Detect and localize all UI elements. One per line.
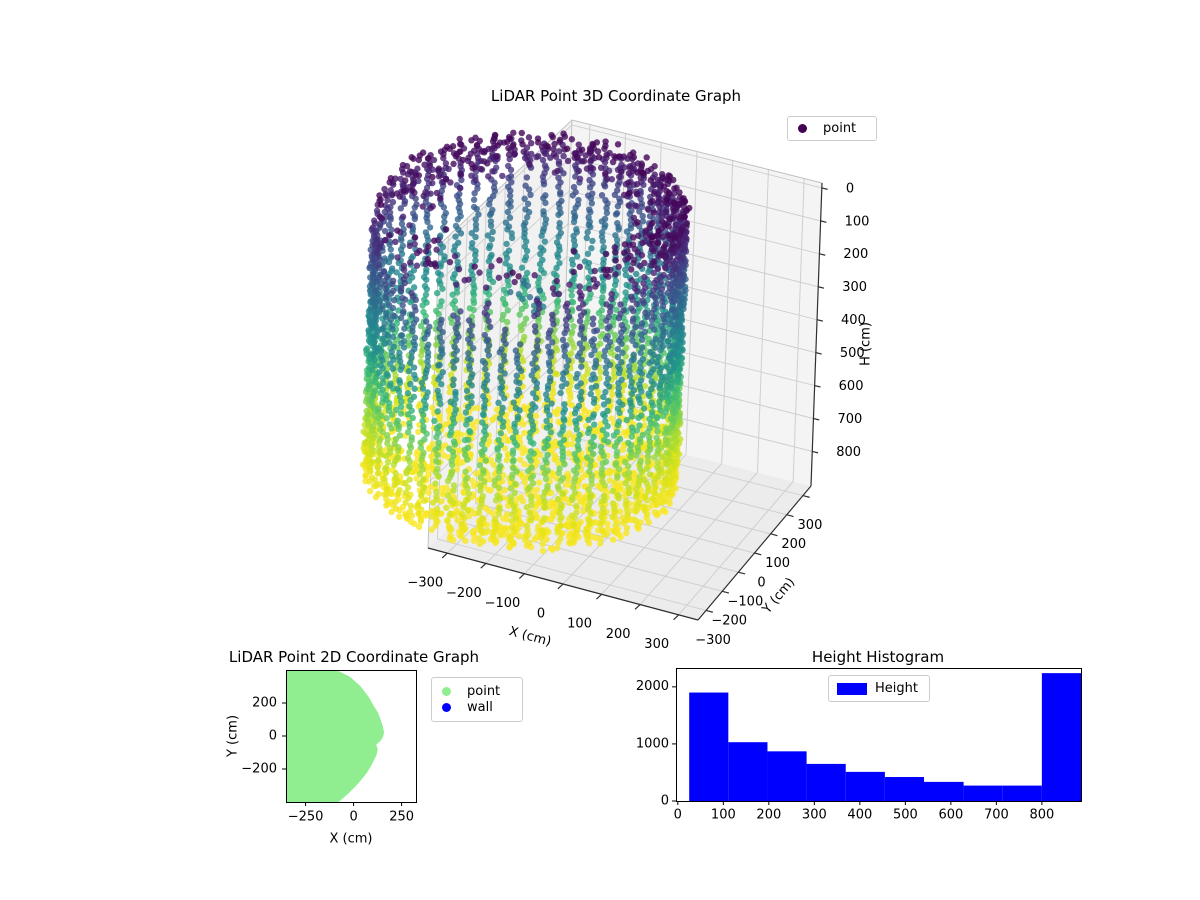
legend-label: wall [467,700,493,715]
legend-dot-icon [798,124,807,133]
plot3d-legend: point [787,116,877,141]
legend-entry: point [796,121,868,136]
plot3d-canvas [320,100,900,670]
legend-dot-icon [442,687,451,696]
legend-entry: wall [440,700,514,715]
histogram-canvas [612,640,1110,840]
legend-entry: point [440,684,514,699]
histogram-legend: Height [828,675,930,702]
plot2d-title: LiDAR Point 2D Coordinate Graph [228,648,480,666]
legend-swatch-icon [837,682,867,695]
plot2d-canvas [205,640,545,862]
legend-entry: Height [837,681,921,696]
legend-dot-icon [442,703,451,712]
legend-label: point [467,684,501,699]
legend-label: point [823,121,857,136]
plot3d-title: LiDAR Point 3D Coordinate Graph [490,87,742,105]
histogram-title: Height Histogram [811,648,945,666]
plot2d-legend: point wall [431,677,523,722]
legend-label: Height [875,681,918,696]
